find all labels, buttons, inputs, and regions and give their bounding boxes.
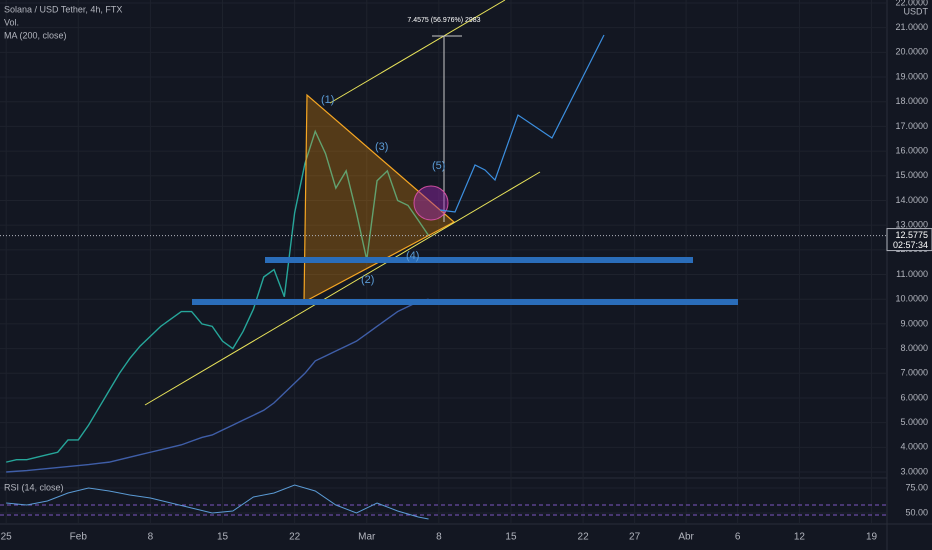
currency: USDT <box>904 6 929 16</box>
y-tick-label: 4.0000 <box>900 442 928 452</box>
series <box>6 129 430 473</box>
wave-label: (1) <box>321 94 334 106</box>
x-tick-label: 25 <box>1 532 13 543</box>
y-tick-label: 11.0000 <box>896 269 928 279</box>
y-tick-label: 5.0000 <box>900 417 928 427</box>
price-line <box>6 298 429 473</box>
x-tick-label: Mar <box>358 532 376 543</box>
y-tick-label: 13.0000 <box>895 220 928 230</box>
countdown: 02:57:34 <box>893 240 928 250</box>
y-tick-label: 20.0000 <box>895 47 928 57</box>
x-tick-label: Abr <box>678 532 694 543</box>
rsi-tick-label: 50.00 <box>905 507 928 517</box>
support-trendline <box>144 171 541 406</box>
legend-item: Vol. <box>4 17 19 27</box>
last-price-tag <box>886 228 932 252</box>
y-tick-label: 16.0000 <box>895 145 928 155</box>
price-line <box>6 129 430 463</box>
wave-label: (3) <box>375 141 388 153</box>
y-tick-label: 18.0000 <box>895 96 928 106</box>
y-tick-label: 22.0000 <box>895 0 928 7</box>
x-tick-label: 22 <box>578 532 590 543</box>
y-tick-label: 9.0000 <box>900 318 928 328</box>
legend-item: MA (200, close) <box>4 30 67 40</box>
y-tick-label: 7.0000 <box>900 368 928 378</box>
y-tick-label: 10.0000 <box>895 294 928 304</box>
x-tick-label: 27 <box>629 532 641 543</box>
x-tick-label: 8 <box>148 532 154 543</box>
x-tick-label: 15 <box>505 532 517 543</box>
y-tick-label: 17.0000 <box>895 121 928 131</box>
channel-trendline <box>329 0 506 104</box>
measure-label: 7.4575 (56.976%) 2983 <box>407 17 480 24</box>
last-price-label: 12.5775 <box>895 230 928 240</box>
x-tick-label: 15 <box>217 532 229 543</box>
x-tick-label: 22 <box>289 532 301 543</box>
y-tick-label: 8.0000 <box>900 343 928 353</box>
symbol-title: Solana / USD Tether, 4h, FTX <box>4 4 122 14</box>
support-zone <box>265 257 693 263</box>
y-tick-label: 6.0000 <box>900 392 928 402</box>
x-tick-label: 12 <box>794 532 806 543</box>
wave-label: (4) <box>406 250 419 262</box>
rsi-tick-label: 75.00 <box>905 482 928 492</box>
y-tick-label: 3.0000 <box>900 466 928 476</box>
x-tick-label: Feb <box>70 532 88 543</box>
projection-arrow <box>439 34 605 213</box>
wave-label: (5) <box>432 160 445 172</box>
y-tick-label: 19.0000 <box>895 71 928 81</box>
y-tick-label: 21.0000 <box>895 22 928 32</box>
y-tick-label: 14.0000 <box>895 195 928 205</box>
rsi-line <box>6 484 429 520</box>
x-tick-label: 6 <box>735 532 741 543</box>
x-tick-label: 8 <box>436 532 442 543</box>
breakout-circle <box>413 185 449 221</box>
support-zone <box>192 299 738 305</box>
y-tick-label: 15.0000 <box>895 170 928 180</box>
x-tick-label: 19 <box>866 532 878 543</box>
rsi-title: RSI (14, close) <box>4 482 64 492</box>
wave-label: (2) <box>361 274 374 286</box>
